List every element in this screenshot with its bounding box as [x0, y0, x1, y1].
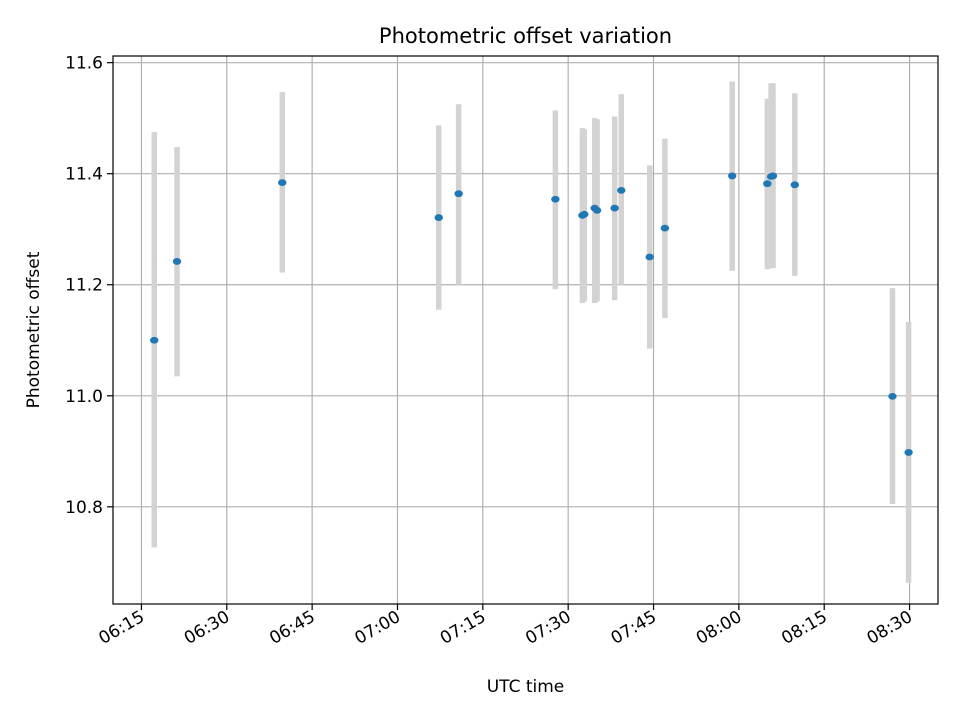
data-point [763, 180, 772, 188]
x-tick-label: 07:00 [352, 607, 404, 649]
data-point [172, 258, 182, 265]
y-tick-label: 11.0 [65, 387, 103, 407]
data-point [904, 449, 913, 456]
data-point [580, 210, 589, 218]
data-point [888, 392, 897, 400]
x-tick-label: 07:30 [522, 607, 574, 649]
x-tick-label: 08:15 [778, 607, 830, 649]
chart-title: Photometric offset variation [379, 24, 672, 48]
errorbar-layer [151, 81, 912, 583]
y-tick-label: 11.2 [65, 276, 103, 296]
data-point [592, 206, 602, 214]
point-layer [150, 172, 913, 456]
data-point [728, 172, 737, 180]
data-point [645, 253, 654, 261]
x-tick-layer: 06:15 06:30 06:45 07:00 07:15 07:30 07:45 08:00… [96, 604, 916, 649]
data-point [768, 172, 778, 180]
data-point [790, 181, 800, 189]
x-tick-label: 06:15 [96, 607, 148, 649]
plot-frame [112, 55, 939, 605]
y-tick-layer: 10.8 11.0 11.2 11.4 11.6 [65, 54, 113, 518]
y-axis-label: Photometric offset [24, 251, 44, 408]
data-point [150, 336, 159, 344]
x-tick-label: 07:15 [437, 607, 489, 649]
data-point [617, 186, 626, 194]
data-point [454, 190, 463, 198]
x-tick-label: 07:45 [608, 607, 660, 649]
data-point [278, 179, 287, 186]
grid-layer [113, 56, 938, 604]
data-point [610, 204, 619, 212]
x-tick-label: 08:30 [864, 607, 916, 649]
data-point [434, 214, 443, 221]
x-axis-label: UTC time [487, 677, 565, 697]
y-tick-label: 11.6 [65, 54, 103, 74]
y-tick-label: 11.4 [65, 165, 103, 185]
y-tick-label: 10.8 [65, 498, 103, 518]
data-point [551, 195, 560, 203]
data-point [660, 224, 670, 232]
x-tick-label: 06:45 [266, 607, 318, 649]
x-tick-label: 08:00 [693, 607, 745, 649]
x-tick-label: 06:30 [181, 607, 233, 649]
